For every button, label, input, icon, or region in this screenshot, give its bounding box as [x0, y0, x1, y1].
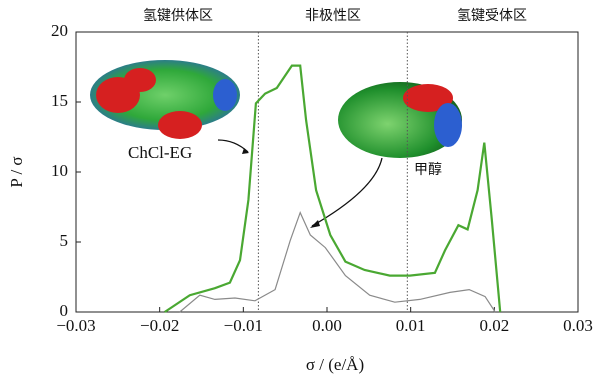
annotation: ChCl-EG [128, 143, 192, 162]
x-axis-title: σ / (e/Å) [306, 355, 364, 374]
molecule-methanol [338, 82, 462, 158]
region-label: 氢键受体区 [457, 8, 527, 24]
x-tick-label: 0.01 [396, 316, 426, 335]
arrowhead [310, 220, 320, 228]
x-tick-label: 0.00 [312, 316, 342, 335]
x-tick-label: −0.01 [224, 316, 263, 335]
series-line [180, 213, 496, 312]
y-axis-title: P / σ [7, 156, 26, 187]
arrow [312, 158, 382, 226]
x-tick-label: 0.02 [479, 316, 509, 335]
annotation: 甲醇 [414, 161, 442, 178]
x-tick-label: −0.02 [140, 316, 179, 335]
region-label: 非极性区 [305, 8, 361, 24]
molecule-chcl-eg [90, 60, 240, 139]
y-tick-label: 10 [51, 161, 68, 180]
y-tick-label: 5 [60, 231, 69, 250]
arrowhead [242, 148, 249, 154]
y-tick-label: 15 [51, 91, 68, 110]
chart: ChCl-EG 甲醇 氢键供体区 非极性区 氢键受体区 σ / (e/Å) P … [0, 0, 606, 378]
y-tick-label: 0 [60, 301, 69, 320]
region-label: 氢键供体区 [143, 8, 213, 24]
y-tick-label: 20 [51, 21, 68, 40]
x-tick-label: 0.03 [563, 316, 593, 335]
